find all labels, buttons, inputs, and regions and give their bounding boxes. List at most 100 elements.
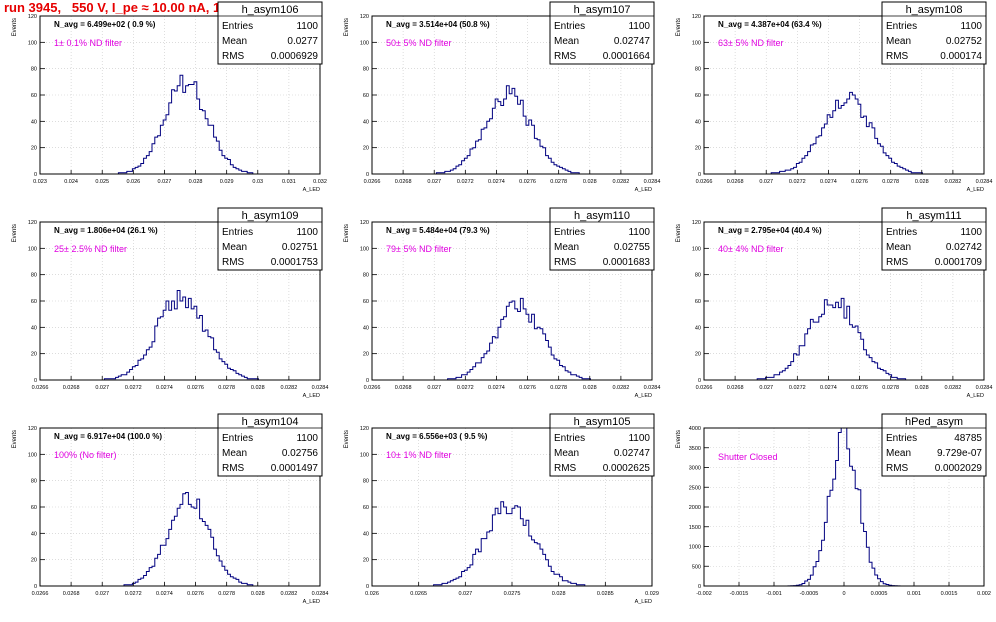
x-tick-label: 0.032 [313,179,327,185]
y-tick-label: 100 [692,40,701,46]
y-tick-label: 120 [360,14,369,20]
stats-label: Entries [222,433,253,444]
y-tick-label: 120 [692,14,701,20]
x-tick-label: 0.029 [645,591,659,597]
x-tick-label: 0.0274 [820,179,837,185]
stats-box [549,1,655,65]
stats-entries-value: 1100 [296,227,318,238]
x-tick-label: 0.0272 [125,591,142,597]
stats-mean-value: 0.02752 [946,36,983,47]
x-tick-label: 0.028 [251,591,265,597]
x-tick-label: 0.0278 [550,179,567,185]
y-tick-label: 60 [31,93,37,99]
y-tick-label: 60 [363,299,369,305]
y-tick-label: 100 [28,452,37,458]
stats-entries-value: 1100 [628,227,650,238]
y-tick-label: 60 [363,93,369,99]
x-tick-label: 0.0266 [32,385,49,391]
stats-label: RMS [554,463,577,474]
y-tick-label: 20 [695,352,701,358]
stats-box [217,1,323,65]
x-tick-label: 0.028 [583,179,597,185]
stats-label: Mean [554,448,579,459]
x-tick-label: 0.031 [282,179,296,185]
y-tick-label: 100 [28,246,37,252]
y-axis-label: Events [344,430,350,448]
y-tick-label: 60 [695,299,701,305]
histogram-panel: -0.002 -0.0015 -0.001 -0.0005 0 0.0005 0.001 0.… [676,413,991,597]
stats-label: Entries [554,227,585,238]
y-tick-label: 4000 [689,426,701,432]
stats-label: Entries [222,227,253,238]
x-tick-label: 0.0285 [597,591,614,597]
filter-annotation: Shutter Closed [718,452,778,462]
y-axis-label: Events [12,224,18,242]
x-axis-label: A_LED [967,393,984,399]
x-tick-label: 0.0284 [312,591,329,597]
x-tick-label: 0.0278 [218,591,235,597]
stats-mean-value: 0.02751 [282,242,319,253]
stats-mean-value: 0.02742 [946,242,983,253]
histogram-name: h_asym104 [242,416,299,428]
histogram-line [40,74,320,175]
y-tick-label: 0 [698,584,701,590]
y-tick-label: 60 [31,299,37,305]
y-tick-label: 2500 [689,485,701,491]
x-tick-label: 0.0272 [125,385,142,391]
x-tick-label: -0.0015 [730,591,749,597]
histogram-line [40,492,320,587]
x-tick-label: 0.028 [583,385,597,391]
x-axis-label: A_LED [303,187,320,193]
histogram-name: h_asym108 [906,4,963,16]
x-tick-label: 0.0282 [280,385,297,391]
navg-label: N_avg = 6.499e+02 ( 0.9 %) [54,20,156,29]
x-tick-label: 0.0015 [941,591,958,597]
stats-mean-value: 0.02747 [614,36,651,47]
stats-entries-value: 1100 [628,21,650,32]
x-tick-label: 0.0268 [727,179,744,185]
histogram-name: h_asym111 [906,210,961,222]
y-tick-label: 3500 [689,446,701,452]
stats-box [881,1,987,65]
x-tick-label: 0.028 [189,179,203,185]
stats-rms-value: 0.0002625 [603,463,651,474]
stats-rms-value: 0.0001753 [271,257,319,268]
histogram-line [704,297,984,381]
x-tick-label: 0.0274 [156,385,173,391]
navg-label: N_avg = 6.556e+03 ( 9.5 %) [386,432,488,441]
y-tick-label: 120 [360,426,369,432]
x-tick-label: 0.0266 [696,385,713,391]
x-tick-label: 0.0278 [550,385,567,391]
y-tick-label: 20 [363,146,369,152]
x-tick-label: 0.0282 [612,385,629,391]
x-axis-label: A_LED [635,187,652,193]
stats-label: Entries [554,21,585,32]
histogram-name: h_asym107 [574,4,631,16]
histogram-line [372,501,652,587]
x-tick-label: 0.0266 [364,385,381,391]
histogram-panel: 0.023 0.024 0.025 0.026 0.027 0.028 0.029 0.03 0… [12,1,327,193]
stats-box [881,207,987,271]
y-tick-label: 60 [695,93,701,99]
x-tick-label: 0.027 [759,385,773,391]
x-tick-label: 0.0266 [32,591,49,597]
y-tick-label: 80 [31,479,37,485]
y-tick-label: 40 [31,119,37,125]
y-tick-label: 1500 [689,525,701,531]
stats-entries-value: 1100 [960,227,982,238]
x-axis-label: A_LED [635,599,652,605]
filter-annotation: 100% (No filter) [54,450,117,460]
y-tick-label: 0 [366,378,369,384]
stats-rms-value: 0.0006929 [271,51,319,62]
y-tick-label: 40 [695,325,701,331]
stats-label: Entries [554,433,585,444]
stats-label: Mean [554,242,579,253]
y-tick-label: 80 [695,67,701,73]
y-tick-label: 80 [31,273,37,279]
x-tick-label: 0.0274 [488,385,505,391]
stats-box [217,207,323,271]
x-tick-label: 0.0275 [504,591,521,597]
x-axis-label: A_LED [303,393,320,399]
y-tick-label: 40 [31,325,37,331]
histogram-name: hPed_asym [905,416,963,428]
